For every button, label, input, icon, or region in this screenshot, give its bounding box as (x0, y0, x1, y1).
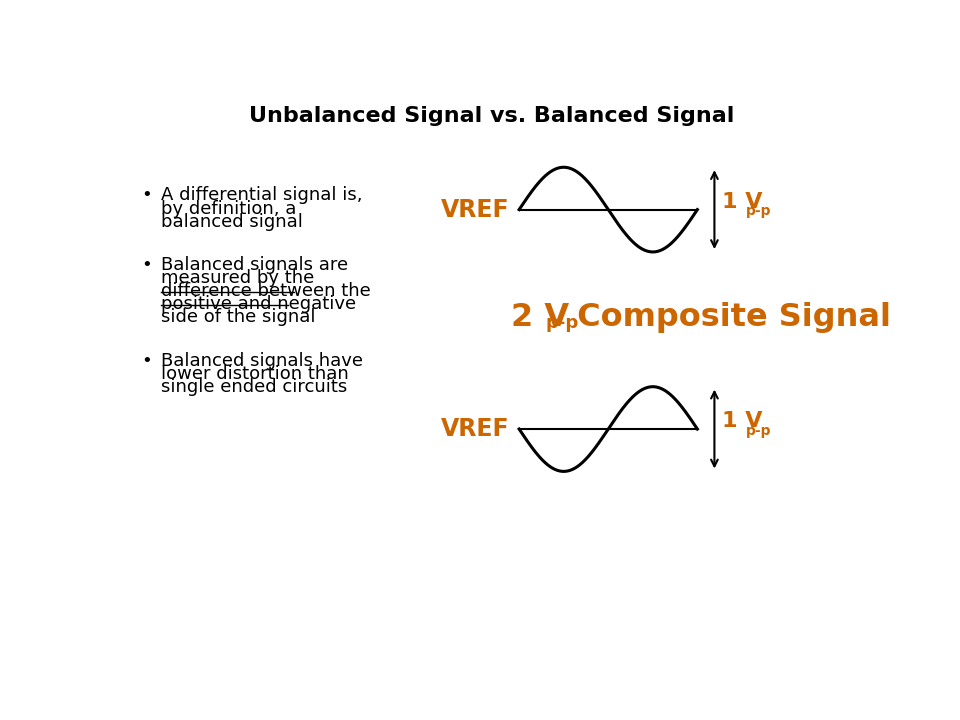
Text: by definition, a: by definition, a (161, 199, 297, 217)
Text: balanced signal: balanced signal (161, 212, 303, 230)
Text: Composite Signal: Composite Signal (565, 302, 891, 333)
Text: Unbalanced Signal vs. Balanced Signal: Unbalanced Signal vs. Balanced Signal (250, 106, 734, 126)
Text: lower distortion than: lower distortion than (161, 365, 348, 383)
Text: •: • (142, 352, 153, 370)
Text: 2 V: 2 V (512, 302, 569, 333)
Text: 1 V: 1 V (722, 411, 762, 431)
Text: Balanced signals are: Balanced signals are (161, 256, 348, 274)
Text: Balanced signals have: Balanced signals have (161, 352, 363, 370)
Text: p-p: p-p (745, 204, 771, 218)
Text: difference between the: difference between the (161, 282, 371, 300)
Text: 1 V: 1 V (722, 192, 762, 212)
Text: positive and negative: positive and negative (161, 295, 356, 313)
Text: p-p: p-p (545, 314, 579, 332)
Text: p-p: p-p (745, 423, 771, 438)
Text: A differential signal is,: A differential signal is, (161, 186, 363, 204)
Text: side of the signal: side of the signal (161, 308, 316, 326)
Text: VREF: VREF (442, 417, 510, 441)
Text: single ended circuits: single ended circuits (161, 378, 348, 396)
Text: VREF: VREF (442, 197, 510, 222)
Text: •: • (142, 256, 153, 274)
Text: measured by the: measured by the (161, 269, 314, 287)
Text: •: • (142, 186, 153, 204)
